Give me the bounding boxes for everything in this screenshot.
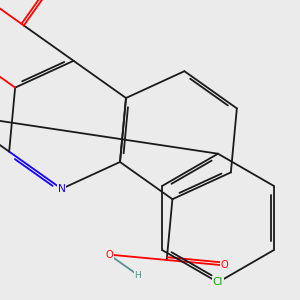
Text: Cl: Cl: [213, 277, 223, 287]
Text: N: N: [58, 184, 65, 194]
Text: O: O: [220, 260, 228, 270]
Text: O: O: [105, 250, 113, 260]
Text: H: H: [134, 271, 141, 280]
